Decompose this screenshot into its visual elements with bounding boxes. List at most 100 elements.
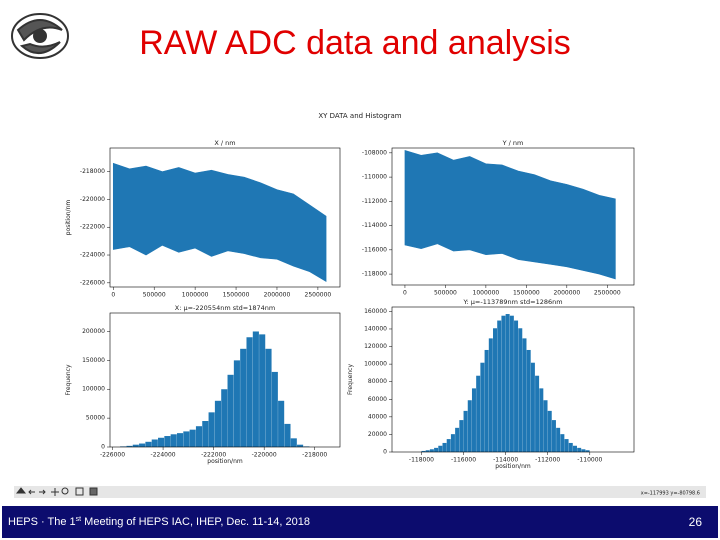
y-tick-label: 20000 bbox=[368, 431, 387, 438]
histogram-bar bbox=[176, 433, 184, 447]
y-tick-label: 100000 bbox=[82, 386, 105, 393]
x-tick-label: -218000 bbox=[302, 452, 327, 459]
histogram-bar bbox=[151, 439, 158, 447]
histogram-bar bbox=[518, 328, 523, 452]
subplot: 0 20000 40000 60000 80000 100000 120000 140000 1… bbox=[347, 298, 635, 470]
histogram-bar bbox=[459, 420, 464, 452]
histogram-bar bbox=[560, 434, 565, 452]
histogram-bar bbox=[480, 362, 485, 452]
histogram-bar bbox=[455, 427, 460, 452]
zoom-button[interactable] bbox=[61, 487, 69, 495]
histogram-bar bbox=[259, 334, 266, 447]
y-tick-label: 0 bbox=[383, 449, 387, 456]
configure-button[interactable] bbox=[75, 487, 84, 496]
logo-ring bbox=[11, 13, 69, 59]
subplot: -218000 -220000 -222000 -224000 -226000 0 5000… bbox=[65, 139, 341, 299]
x-tick-label: 500000 bbox=[434, 290, 457, 297]
histogram-bar bbox=[539, 388, 544, 452]
histogram-bar bbox=[208, 412, 215, 447]
x-tick-label: 1500000 bbox=[223, 292, 250, 299]
histogram-bar bbox=[170, 434, 177, 447]
y-tick-label: -116000 bbox=[362, 246, 387, 253]
footer-text-part: Meeting of HEPS IAC, IHEP, Dec. 11-14, 2… bbox=[81, 516, 310, 528]
histogram-bar bbox=[526, 349, 531, 452]
slide-title: RAW ADC data and analysis bbox=[139, 24, 571, 62]
histogram-bar bbox=[493, 328, 498, 452]
histogram-bar bbox=[547, 410, 552, 452]
histogram-bar bbox=[577, 447, 582, 452]
histogram-bar bbox=[509, 315, 514, 452]
histogram-bar bbox=[476, 375, 481, 452]
histogram-bar bbox=[572, 445, 577, 452]
y-tick-label: 0 bbox=[101, 444, 105, 451]
histogram-bar bbox=[501, 315, 506, 452]
y-tick-label: 80000 bbox=[368, 378, 387, 385]
histogram-bar bbox=[505, 314, 510, 452]
histogram-bar bbox=[139, 443, 146, 447]
logo-swirl bbox=[16, 19, 63, 42]
histogram-bar bbox=[284, 423, 291, 447]
data-band bbox=[404, 150, 616, 280]
x-tick-label: -110000 bbox=[577, 457, 602, 464]
forward-button[interactable] bbox=[39, 489, 46, 495]
histogram-bar bbox=[265, 348, 272, 447]
x-axis-label: position/nm bbox=[495, 463, 531, 470]
histogram-bar bbox=[535, 375, 540, 452]
y-tick-label: -226000 bbox=[80, 279, 105, 286]
x-tick-label: 500000 bbox=[143, 292, 166, 299]
histogram-bar bbox=[164, 436, 171, 447]
histogram-bar bbox=[421, 450, 426, 452]
histogram-bar bbox=[434, 447, 439, 452]
histogram-bar bbox=[543, 400, 548, 452]
histogram-bar bbox=[158, 437, 165, 447]
histogram-bar bbox=[471, 388, 476, 452]
histogram-bar bbox=[530, 362, 535, 452]
histogram-bar bbox=[425, 450, 430, 452]
histogram-bar bbox=[551, 420, 556, 452]
x-tick-label: 1000000 bbox=[473, 290, 500, 297]
back-button[interactable] bbox=[28, 489, 35, 495]
y-axis-label: Frequency bbox=[347, 364, 354, 395]
histogram-bar bbox=[132, 444, 139, 447]
x-tick-label: 2500000 bbox=[594, 290, 621, 297]
x-tick-label: -222000 bbox=[201, 452, 226, 459]
histogram-bar bbox=[271, 371, 278, 447]
x-tick-label: -226000 bbox=[100, 452, 125, 459]
logo-core bbox=[33, 29, 47, 43]
histogram-bar bbox=[252, 331, 259, 447]
y-tick-label: -220000 bbox=[80, 196, 105, 203]
toolbar-status: x=-117993 y=-80798.6 bbox=[641, 491, 700, 497]
axes-frame bbox=[109, 312, 341, 448]
toolbar bbox=[14, 486, 706, 498]
save-button[interactable] bbox=[89, 487, 98, 496]
histogram-bar bbox=[126, 445, 133, 447]
histogram-bar bbox=[214, 400, 222, 447]
y-axis-label: Frequency bbox=[65, 364, 72, 395]
footer-superscript: st bbox=[76, 516, 82, 523]
y-tick-label: -112000 bbox=[362, 198, 387, 205]
subplot-title: Y / nm bbox=[502, 139, 524, 147]
x-tick-label: -118000 bbox=[409, 457, 434, 464]
y-tick-label: 100000 bbox=[364, 361, 387, 368]
logo bbox=[11, 13, 69, 59]
home-button[interactable] bbox=[15, 487, 27, 494]
pan-button[interactable] bbox=[51, 488, 59, 496]
subplot-title: Y: μ=-113789nm std=1286nm bbox=[462, 298, 562, 306]
histogram-bar bbox=[581, 449, 586, 452]
y-tick-label: -218000 bbox=[80, 168, 105, 175]
histogram-bar bbox=[585, 450, 590, 452]
x-tick-label: 1500000 bbox=[513, 290, 540, 297]
histogram-bar bbox=[189, 429, 196, 447]
axes-frame bbox=[109, 147, 341, 288]
y-axis-label: position/nm bbox=[65, 200, 72, 236]
x-tick-label: 1000000 bbox=[182, 292, 209, 299]
histogram-bar bbox=[442, 442, 447, 452]
y-tick-label: -110000 bbox=[362, 174, 387, 181]
data-band bbox=[112, 162, 327, 282]
axes-frame bbox=[391, 147, 635, 286]
y-tick-label: 200000 bbox=[82, 328, 105, 335]
x-tick-label: -116000 bbox=[451, 457, 476, 464]
histogram-bar bbox=[514, 320, 519, 452]
footer-text-part: HEPS · The 1 bbox=[8, 516, 76, 528]
